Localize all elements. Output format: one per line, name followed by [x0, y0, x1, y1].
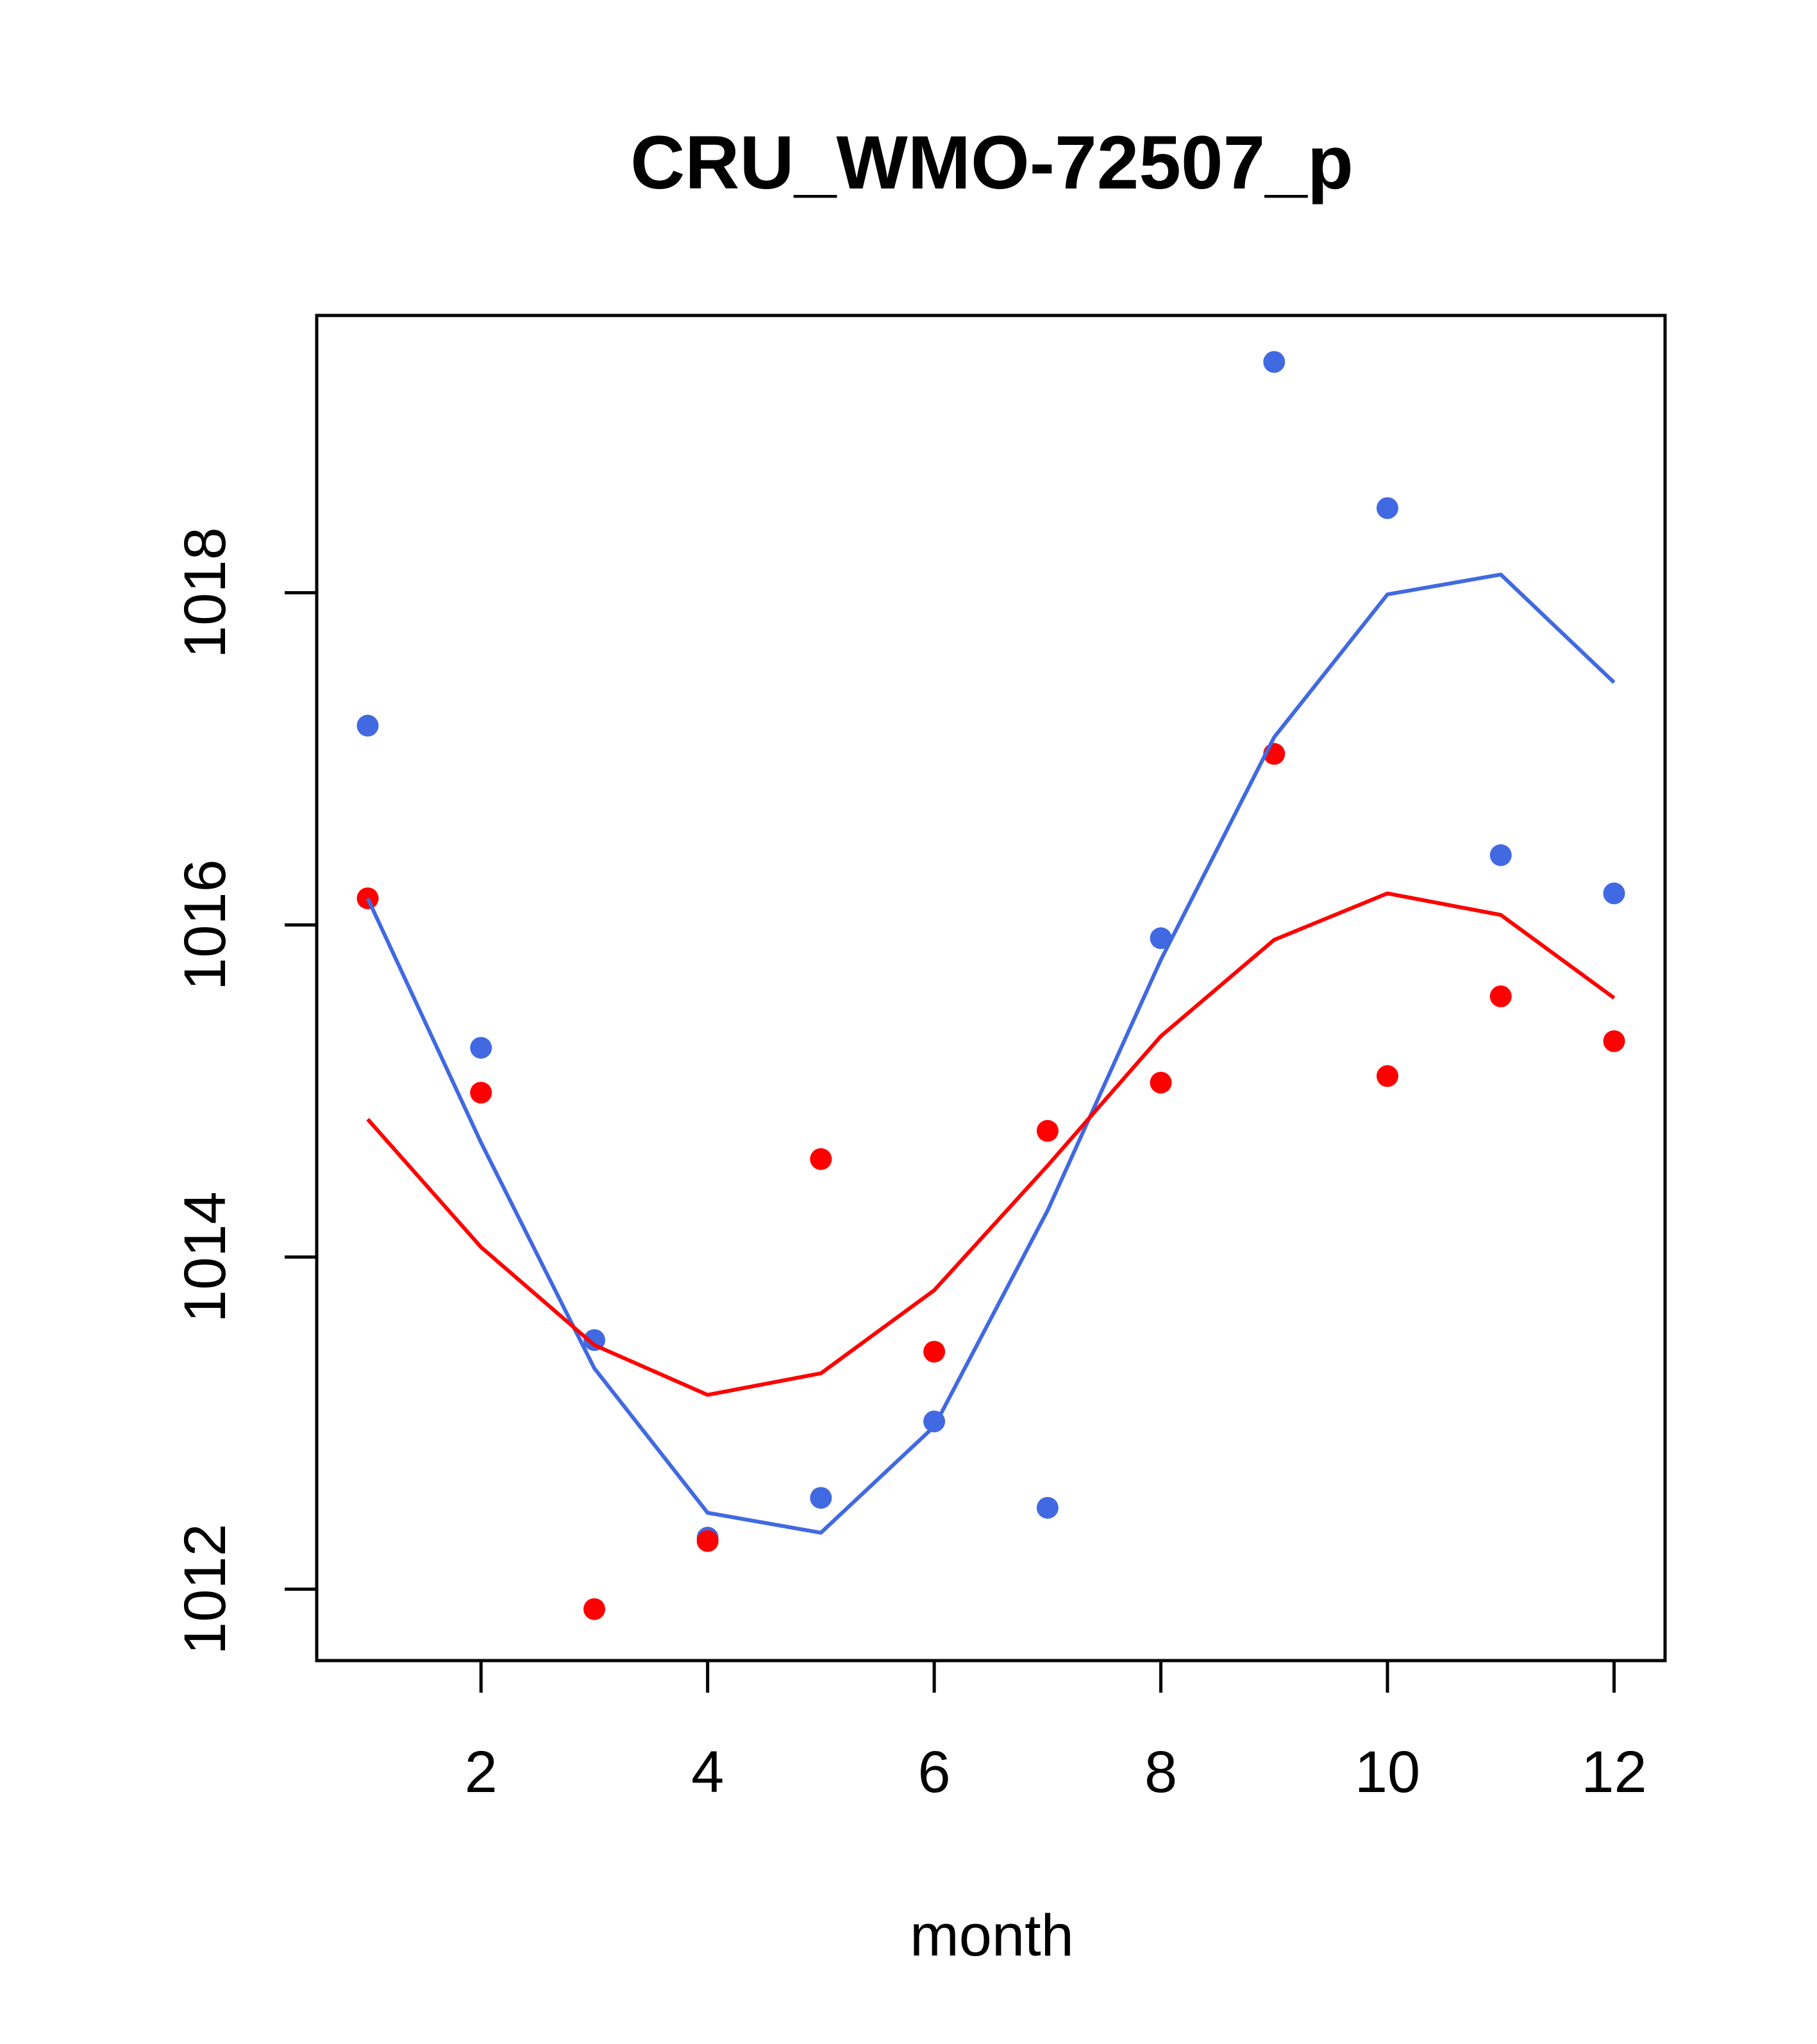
y-tick-label-1014: 1014: [172, 1191, 238, 1323]
point-red-points-5: [810, 1148, 832, 1170]
marks-layer: [356, 351, 1625, 1620]
point-blue-points-8: [1150, 927, 1172, 950]
y-tick-label-1018: 1018: [172, 527, 238, 658]
point-red-points-4: [696, 1530, 719, 1552]
x-axis-label: month: [910, 1903, 1074, 1968]
point-blue-points-11: [1489, 844, 1512, 866]
point-red-points-7: [1036, 1119, 1059, 1142]
point-red-points-12: [1603, 1030, 1625, 1052]
point-red-points-8: [1150, 1071, 1172, 1094]
y-tick-label-1016: 1016: [172, 859, 238, 991]
x-tick-label-10: 10: [1355, 1739, 1420, 1805]
point-red-points-11: [1489, 985, 1512, 1007]
line-red-line: [366, 891, 1616, 1397]
point-red-points-3: [583, 1598, 605, 1620]
y-tick-label-1012: 1012: [172, 1523, 238, 1655]
x-tick-label-8: 8: [1144, 1739, 1177, 1805]
point-blue-points-10: [1377, 497, 1398, 519]
point-blue-points-5: [810, 1487, 832, 1509]
point-red-points-2: [470, 1082, 492, 1104]
x-tick-label-6: 6: [918, 1739, 951, 1805]
x-tick-label-12: 12: [1581, 1739, 1646, 1805]
line-blue-line: [365, 573, 1616, 1535]
plot-frame: [315, 314, 1667, 1663]
point-blue-points-1: [356, 714, 379, 737]
point-red-points-6: [923, 1341, 946, 1363]
point-blue-points-7: [1036, 1496, 1059, 1519]
chart-title: CRU_WMO-72507_p: [630, 121, 1353, 205]
point-red-points-10: [1377, 1065, 1398, 1087]
point-blue-points-9: [1263, 351, 1285, 373]
x-tick-label-2: 2: [465, 1739, 498, 1805]
x-tick-label-4: 4: [691, 1739, 724, 1805]
point-blue-points-2: [470, 1037, 492, 1059]
point-blue-points-12: [1603, 882, 1625, 905]
